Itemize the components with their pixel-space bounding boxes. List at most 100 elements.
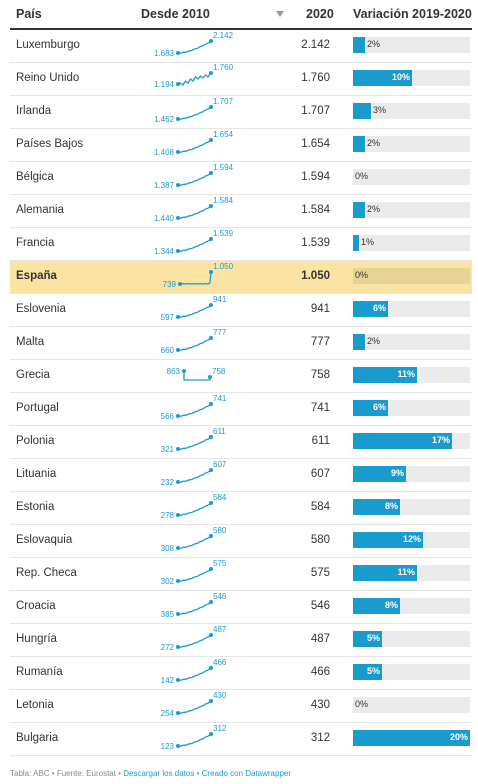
sparkline-start-dot — [176, 678, 180, 682]
variation-label: 8% — [384, 600, 398, 610]
variation-bar-track: 6% — [353, 400, 470, 416]
variation-label: 11% — [397, 567, 415, 577]
country-name: Grecia — [16, 369, 50, 381]
column-header-since-2010[interactable]: Desde 2010 — [141, 7, 210, 21]
value-2020: 611 — [311, 435, 330, 447]
variation-label: 0% — [355, 699, 369, 709]
sparkline-start-dot — [176, 546, 180, 550]
sparkline-line — [177, 469, 212, 483]
value-2020: 758 — [310, 369, 330, 381]
sparkline: 302 575 — [161, 559, 227, 586]
sparkline-start-label: 660 — [161, 346, 175, 355]
table-row: Luxemburgo 1.683 2.142 2.142 2% — [10, 30, 472, 63]
table-row: Irlanda 1.462 1.707 1.707 3% — [10, 96, 472, 129]
table-row: Bulgaria 123 312 312 20% — [10, 723, 472, 756]
variation-bar — [353, 664, 382, 680]
sparkline: 142 466 — [161, 658, 227, 685]
sparkline-start-label: 1.387 — [154, 181, 175, 190]
variation-bar-track: 10% — [353, 70, 470, 86]
table-row: Bélgica 1.387 1.594 1.594 0% — [10, 162, 472, 195]
variation-bar-track: 9% — [353, 466, 470, 482]
sparkline-line — [177, 40, 212, 54]
sparkline-line — [177, 436, 212, 450]
variation-bar — [353, 433, 452, 449]
sparkline-end-label: 2.142 — [213, 31, 234, 40]
sparkline-end-label: 777 — [213, 328, 227, 337]
sparkline-start-label: 863 — [167, 367, 181, 376]
value-2020: 430 — [310, 699, 330, 711]
value-2020: 777 — [310, 336, 330, 348]
sparkline-end-label: 607 — [213, 460, 227, 469]
column-header-country[interactable]: País — [16, 7, 42, 21]
sparkline-start-dot — [176, 216, 180, 220]
country-name: Alemania — [16, 204, 64, 216]
table-row: Reino Unido 1.194 1.760 1.760 10% — [10, 63, 472, 96]
sparkline-end-label: 580 — [213, 526, 227, 535]
sparkline: 1.462 1.707 — [154, 97, 234, 124]
sparkline-start-label: 321 — [161, 445, 175, 454]
footer-credits: Tabla: ABC • Fuente: Eurostat • Descarga… — [10, 769, 291, 778]
variation-bar — [353, 37, 365, 53]
sparkline-start-label: 1.683 — [154, 49, 175, 58]
sparkline: 1.194 1.760 — [154, 64, 234, 89]
variation-bar — [353, 202, 365, 218]
column-header-2020[interactable]: 2020 — [306, 7, 334, 21]
country-name: Bulgaria — [16, 732, 59, 744]
sparkline-line — [177, 139, 212, 153]
value-2020: 584 — [310, 501, 330, 513]
table-row: Francia 1.344 1.539 1.539 1% — [10, 228, 472, 261]
sparkline-start-label: 1.440 — [154, 214, 175, 223]
table-row: Hungría 272 487 487 5% — [10, 624, 472, 657]
sparkline-line — [183, 371, 211, 381]
sparkline-start-label: 1.194 — [154, 80, 175, 89]
value-2020: 1.539 — [301, 237, 330, 249]
variation-label: 0% — [355, 270, 369, 280]
table-row: Croacia 385 546 546 8% — [10, 591, 472, 624]
column-header-variation[interactable]: Variación 2019-2020 — [353, 7, 472, 21]
datawrapper-link[interactable]: Creado con Datawrapper — [201, 769, 292, 778]
country-name: Letonia — [16, 699, 54, 711]
variation-label: 2% — [367, 204, 381, 214]
sparkline-start-dot — [176, 612, 180, 616]
country-name: Croacia — [16, 600, 56, 612]
sparkline-line — [177, 535, 212, 549]
variation-label: 6% — [372, 303, 386, 313]
variation-label: 2% — [367, 39, 381, 49]
sparkline-start-dot — [176, 711, 180, 715]
sparkline-start-label: 123 — [161, 742, 175, 751]
table-row: Polonia 321 611 611 17% — [10, 426, 472, 459]
variation-label: 20% — [449, 732, 468, 742]
sparkline-end-dot — [208, 375, 212, 379]
sparkline-start-label: 254 — [161, 709, 175, 718]
sparkline-line — [177, 238, 212, 252]
value-2020: 466 — [310, 666, 330, 678]
variation-bar-track: 2% — [353, 37, 470, 53]
sparkline-line — [177, 667, 212, 681]
sort-descending-icon[interactable] — [276, 11, 284, 17]
variation-bar — [353, 400, 388, 416]
sparkline-line — [179, 271, 212, 285]
sparkline-start-dot — [176, 513, 180, 517]
download-data-link[interactable]: Descargar los datos — [123, 769, 195, 778]
variation-bar — [353, 235, 359, 251]
table-header: País Desde 2010 2020 Variación 2019-2020 — [10, 0, 472, 30]
sparkline-end-label: 1.760 — [213, 64, 234, 72]
sparkline-line — [177, 403, 212, 417]
variation-bar — [353, 367, 417, 383]
variation-bar — [353, 466, 406, 482]
sparkline-end-dot — [209, 171, 213, 175]
variation-bar-track: 20% — [353, 730, 470, 746]
sparkline-end-label: 941 — [213, 295, 227, 304]
sparkline: 863 758 — [167, 367, 226, 381]
country-name: Países Bajos — [16, 138, 84, 150]
sparkline-line — [177, 568, 212, 582]
sparkline-start-label: 597 — [161, 313, 175, 322]
value-2020: 607 — [310, 468, 330, 480]
sparkline: 1.387 1.594 — [154, 163, 234, 190]
sparkline: 321 611 — [161, 427, 227, 454]
sparkline-start-dot — [176, 645, 180, 649]
sparkline-end-dot — [209, 468, 213, 472]
sparkline-end-dot — [209, 237, 213, 241]
variation-label: 5% — [366, 633, 380, 643]
table-row: Letonia 254 430 430 0% — [10, 690, 472, 723]
